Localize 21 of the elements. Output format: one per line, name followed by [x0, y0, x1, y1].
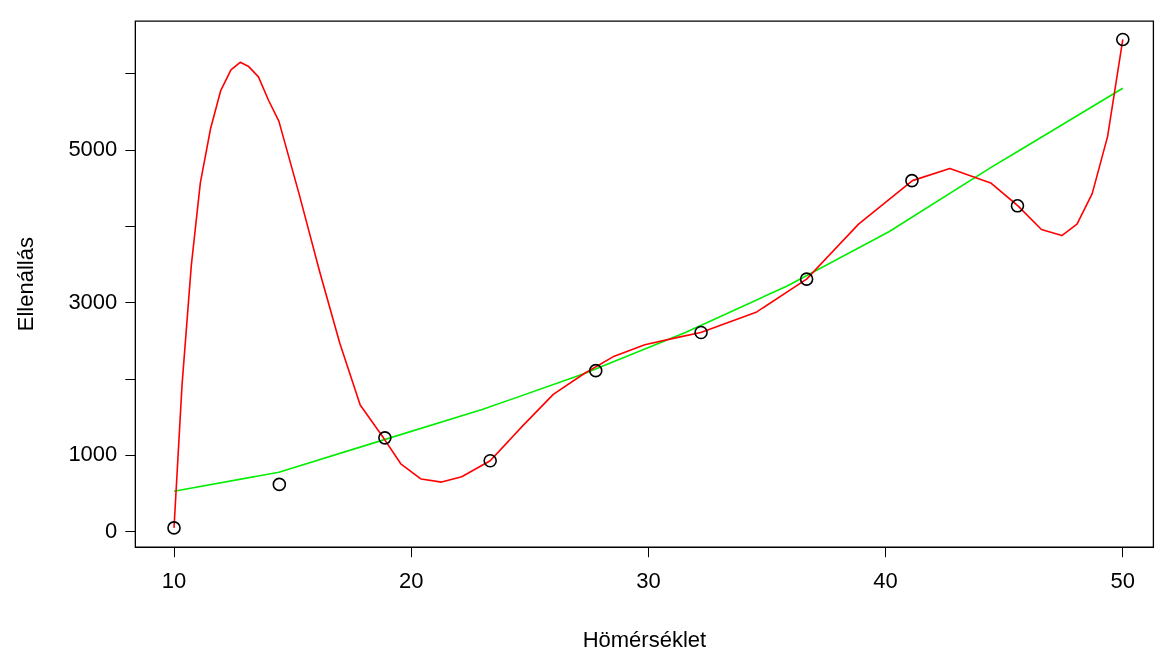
point [799, 272, 814, 286]
y-tick-label: 1000 [68, 441, 118, 467]
point [483, 453, 497, 468]
x-tick-label: 50 [1110, 568, 1136, 594]
x-tick-label: 10 [161, 568, 187, 594]
point [1116, 32, 1130, 47]
point [167, 521, 181, 535]
point [905, 173, 919, 188]
point [588, 363, 603, 378]
x-tick-label: 40 [873, 568, 898, 594]
y-tick-label: 0 [105, 517, 118, 543]
x-tick-label: 30 [636, 568, 661, 594]
y-tick-label: 3000 [68, 288, 118, 314]
point [694, 325, 708, 340]
point [272, 477, 287, 492]
point [378, 431, 392, 445]
x-tick-label: 20 [398, 568, 424, 594]
x-axis-title: Hömérséklet [582, 626, 707, 652]
point [1010, 199, 1025, 213]
y-tick-label: 5000 [68, 136, 118, 162]
y-axis-title: Ellenállás [13, 237, 39, 332]
